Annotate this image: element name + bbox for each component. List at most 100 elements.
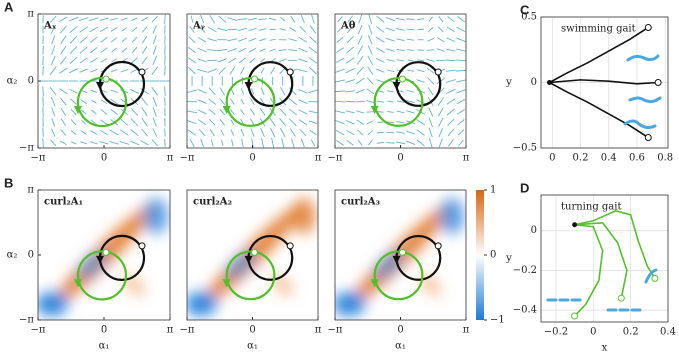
vector-arrow — [187, 110, 197, 114]
vector-arrow — [366, 77, 374, 85]
vector-arrow — [229, 98, 235, 105]
gait-arrow — [370, 106, 379, 114]
y-axis-label: α₂ — [7, 250, 18, 261]
vector-arrow — [250, 88, 255, 95]
vector-arrow — [426, 67, 435, 74]
vector-arrow — [80, 109, 87, 115]
vector-arrow — [188, 36, 196, 43]
vector-arrow — [447, 128, 455, 137]
heat-blob — [335, 292, 365, 316]
vector-arrow — [376, 79, 385, 83]
gait-marker — [251, 248, 259, 256]
axes-frame — [186, 189, 319, 321]
vector-arrow — [129, 88, 139, 94]
vector-arrow — [200, 15, 205, 24]
vector-arrow — [218, 15, 227, 23]
vector-arrow — [240, 88, 245, 95]
vector-arrow — [357, 35, 363, 45]
y-tick-label: −π — [19, 315, 34, 326]
start-dot — [546, 80, 552, 85]
vector-arrow — [456, 16, 465, 23]
vector-arrow — [230, 129, 235, 136]
vector-arrow — [237, 37, 247, 42]
vector-arrow — [436, 48, 446, 52]
x-axis-label: α₁ — [395, 341, 406, 352]
vector-arrow — [456, 99, 466, 105]
vector-arrow — [345, 79, 356, 83]
vector-arrow — [445, 69, 456, 72]
x-tick-label: 0 — [397, 153, 403, 164]
gait-arrow — [222, 279, 231, 288]
vector-arrow — [151, 139, 158, 147]
vector-arrow — [355, 89, 365, 94]
y-axis-label: y — [505, 77, 512, 88]
vector-arrow — [356, 66, 364, 75]
trajectory — [549, 26, 649, 84]
vector-arrow — [387, 100, 394, 103]
vector-arrow — [310, 139, 316, 147]
vector-arrow — [385, 27, 396, 32]
swimmer-icons — [623, 54, 662, 130]
vector-arrow — [417, 18, 425, 21]
vector-arrow — [240, 108, 245, 115]
vector-arrow — [79, 57, 88, 64]
vector-arrow — [229, 109, 235, 115]
vector-arrow — [335, 79, 345, 83]
vector-arrow — [258, 18, 267, 20]
vector-arrow — [416, 99, 425, 105]
vector-arrow — [297, 68, 308, 73]
vector-arrow — [357, 129, 364, 136]
heat-blob — [38, 292, 68, 316]
y-tick-label: −0.2 — [513, 265, 537, 276]
vector-arrow — [59, 16, 68, 22]
vector-arrow — [446, 88, 456, 94]
vector-arrow — [197, 68, 208, 73]
vector-arrow — [60, 118, 67, 126]
vector-arrow — [121, 47, 128, 53]
vector-arrow — [152, 117, 157, 127]
swimmer — [628, 96, 662, 104]
vector-arrow — [368, 14, 373, 25]
vector-arrow — [99, 129, 109, 136]
end-marker — [654, 79, 662, 86]
vector-arrow — [49, 87, 57, 96]
gait-arrow — [392, 255, 401, 264]
x-axis-label: α₁ — [247, 341, 258, 352]
y-tick-label: π — [27, 185, 34, 196]
x-tick-label: 0.8 — [657, 153, 673, 164]
vector-arrow — [269, 38, 276, 41]
vector-arrow — [416, 139, 425, 147]
vector-arrow — [110, 17, 119, 21]
vector-arrow — [78, 17, 89, 22]
vector-arrow — [91, 99, 97, 104]
vector-arrow — [141, 128, 149, 137]
vector-arrow — [335, 100, 346, 103]
vector-arrow — [396, 59, 405, 62]
vector-arrow — [89, 141, 98, 145]
vector-arrow — [227, 38, 238, 42]
vector-arrow — [100, 99, 108, 104]
vector-arrow — [99, 26, 109, 33]
vector-arrow — [396, 28, 405, 31]
vector-arrow — [446, 26, 455, 33]
vector-arrow — [51, 128, 56, 137]
vector-arrow — [335, 110, 345, 114]
y-axis-label: y — [505, 253, 512, 264]
vector-arrow — [120, 68, 129, 73]
vector-arrow — [50, 15, 57, 23]
vector-arrow — [240, 98, 245, 105]
vector-arrow — [141, 36, 148, 44]
vector-arrow — [247, 17, 258, 21]
vector-arrow — [271, 137, 275, 148]
vector-arrow — [357, 45, 364, 55]
vector-arrow — [141, 46, 148, 55]
vector-arrow — [259, 58, 266, 63]
vector-arrow — [346, 129, 355, 136]
heat-blob — [292, 198, 316, 234]
vector-arrow — [366, 99, 375, 104]
vector-arrow — [456, 26, 466, 33]
vector-arrow — [345, 57, 355, 64]
vector-arrow — [279, 118, 287, 127]
vector-arrow — [437, 97, 445, 106]
